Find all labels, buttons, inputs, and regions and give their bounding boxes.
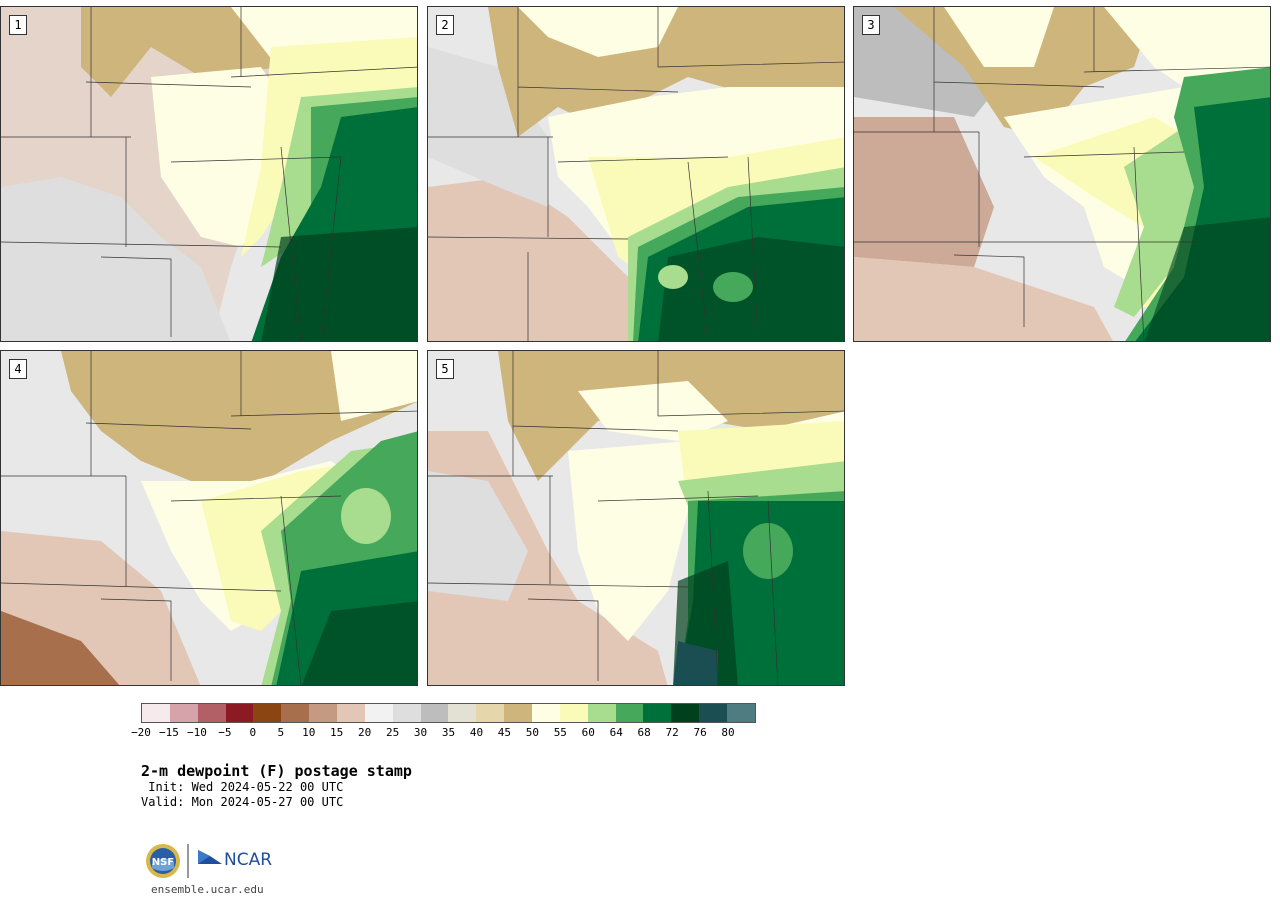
colorbar-swatch xyxy=(504,704,533,722)
colorbar-ticks: −20 −15 −10 −5 0 5 10 15 20 25 30 35 40 45 50 55 60 64 68 7… xyxy=(131,726,756,740)
colorbar-tick-label: 80 xyxy=(721,726,735,739)
colorbar-tick-label: 35 xyxy=(441,726,456,739)
colorbar-tick-label: 45 xyxy=(497,726,512,739)
colorbar-swatch xyxy=(615,704,644,722)
colorbar-tick-label: 72 xyxy=(665,726,679,739)
colorbar-swatch xyxy=(559,704,588,722)
dewpoint-map-4 xyxy=(1,351,417,685)
colorbar-swatch xyxy=(337,704,365,722)
colorbar-swatch xyxy=(225,704,254,722)
colorbar-tick-label: 5 xyxy=(277,726,285,739)
nsf-ncar-logo: NSF NCAR xyxy=(146,844,272,878)
logos: NSF NCAR xyxy=(144,842,274,880)
nsf-logo-text: NSF xyxy=(152,857,174,868)
colorbar-tick-label: 0 xyxy=(249,726,257,739)
colorbar-tick-label: 20 xyxy=(358,726,372,739)
colorbar-swatch xyxy=(364,704,393,722)
dewpoint-map-1 xyxy=(1,7,417,341)
colorbar-tick-label: 55 xyxy=(553,726,567,739)
map-panel-4: 4 xyxy=(0,350,418,686)
colorbar-tick-label: −10 xyxy=(186,726,207,739)
colorbar-swatch xyxy=(309,704,338,722)
panel-label: 2 xyxy=(436,15,454,35)
colorbar-swatch xyxy=(532,704,560,722)
colorbar-swatch xyxy=(699,704,728,722)
colorbar xyxy=(141,703,756,723)
panel-label: 4 xyxy=(9,359,27,379)
colorbar-tick-label: 25 xyxy=(385,726,400,739)
colorbar-tick-label: 50 xyxy=(525,726,539,739)
ncar-logo-text: NCAR xyxy=(224,850,272,870)
colorbar-swatch xyxy=(671,704,700,722)
colorbar-swatch xyxy=(142,704,170,722)
site-url: ensemble.ucar.edu xyxy=(151,883,264,896)
colorbar-tick-label: 10 xyxy=(302,726,316,739)
colorbar-tick-label: 40 xyxy=(469,726,484,739)
colorbar-tick-label: 76 xyxy=(693,726,707,739)
colorbar-swatch xyxy=(727,704,755,722)
map-panel-5: 5 xyxy=(427,350,845,686)
colorbar-swatch xyxy=(169,704,198,722)
colorbar-swatch xyxy=(476,704,505,722)
colorbar-swatch xyxy=(448,704,477,722)
colorbar-tick-label: 60 xyxy=(581,726,595,739)
dewpoint-map-3 xyxy=(854,7,1270,341)
panel-label: 3 xyxy=(862,15,880,35)
chart-title: 2-m dewpoint (F) postage stamp xyxy=(141,762,412,780)
panel-label: 5 xyxy=(436,359,454,379)
colorbar-tick-label: −5 xyxy=(218,726,232,739)
panel-label: 1 xyxy=(9,15,27,35)
init-time: Init: Wed 2024-05-22 00 UTC xyxy=(141,780,344,794)
colorbar-tick-label: 30 xyxy=(413,726,428,739)
map-panel-1: 1 xyxy=(0,6,418,342)
colorbar-tick-label: −20 xyxy=(131,726,151,739)
colorbar-swatch xyxy=(253,704,282,722)
dewpoint-map-2 xyxy=(428,7,844,341)
colorbar-tick-label: 68 xyxy=(637,726,651,739)
colorbar-swatch xyxy=(197,704,226,722)
colorbar-swatch xyxy=(587,704,616,722)
map-panel-2: 2 xyxy=(427,6,845,342)
colorbar-tick-label: 64 xyxy=(609,726,623,739)
dewpoint-map-5 xyxy=(428,351,844,685)
colorbar-swatch xyxy=(392,704,421,722)
colorbar-tick-label: −15 xyxy=(159,726,179,739)
map-panel-3: 3 xyxy=(853,6,1271,342)
colorbar-swatch xyxy=(281,704,310,722)
valid-time: Valid: Mon 2024-05-27 00 UTC xyxy=(141,795,344,809)
colorbar-swatch xyxy=(643,704,672,722)
colorbar-tick-label: 15 xyxy=(330,726,344,739)
colorbar-swatch xyxy=(420,704,449,722)
